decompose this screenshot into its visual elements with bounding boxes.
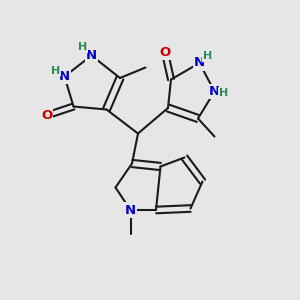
Text: N: N	[209, 85, 220, 98]
Text: H: H	[203, 51, 212, 62]
Text: N: N	[194, 56, 205, 70]
Text: H: H	[78, 42, 87, 52]
Text: H: H	[219, 88, 228, 98]
Text: O: O	[41, 109, 52, 122]
Text: O: O	[159, 46, 171, 59]
Text: N: N	[86, 49, 97, 62]
Text: N: N	[125, 203, 136, 217]
Text: N: N	[59, 70, 70, 83]
Text: H: H	[51, 65, 60, 76]
